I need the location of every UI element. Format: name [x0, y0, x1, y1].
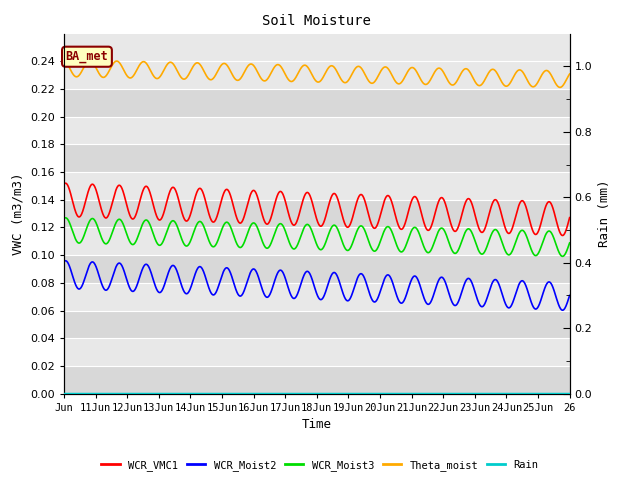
Bar	[64, 89, 570, 117]
Theta_moist	[60, 57, 68, 63]
Rain	[292, 391, 300, 396]
WCR_Moist2	[61, 258, 69, 264]
WCR_Moist2	[60, 259, 68, 264]
Rain	[458, 391, 466, 396]
Line: WCR_Moist2: WCR_Moist2	[64, 261, 570, 310]
WCR_Moist3	[551, 239, 559, 245]
Rain	[306, 391, 314, 396]
Line: WCR_Moist3: WCR_Moist3	[64, 218, 570, 256]
WCR_VMC1	[458, 210, 466, 216]
WCR_VMC1	[61, 180, 69, 186]
Rain	[551, 391, 559, 396]
Theta_moist	[292, 73, 300, 79]
Legend: WCR_VMC1, WCR_Moist2, WCR_Moist3, Theta_moist, Rain: WCR_VMC1, WCR_Moist2, WCR_Moist3, Theta_…	[97, 456, 543, 475]
Bar	[64, 61, 570, 89]
Y-axis label: Rain (mm): Rain (mm)	[598, 180, 611, 247]
Bar	[64, 283, 570, 311]
Bar	[64, 200, 570, 228]
Line: WCR_VMC1: WCR_VMC1	[64, 183, 570, 236]
WCR_VMC1	[551, 214, 559, 219]
WCR_Moist3	[61, 215, 69, 221]
Title: Soil Moisture: Soil Moisture	[262, 14, 371, 28]
WCR_VMC1	[559, 233, 566, 239]
Bar	[64, 172, 570, 200]
Theta_moist	[458, 69, 466, 74]
WCR_Moist3	[566, 240, 573, 246]
Text: BA_met: BA_met	[65, 50, 108, 63]
WCR_VMC1	[566, 215, 573, 220]
WCR_Moist2	[566, 292, 573, 298]
WCR_Moist3	[559, 253, 566, 259]
Theta_moist	[566, 71, 573, 77]
Bar	[64, 144, 570, 172]
Theta_moist	[306, 68, 314, 73]
Theta_moist	[551, 79, 559, 85]
WCR_Moist3	[293, 243, 301, 249]
WCR_Moist3	[86, 217, 94, 223]
Bar	[64, 311, 570, 338]
WCR_Moist2	[86, 261, 94, 267]
Rain	[60, 391, 68, 396]
Bar	[64, 366, 570, 394]
Theta_moist	[86, 58, 93, 63]
WCR_VMC1	[293, 219, 301, 225]
X-axis label: Time: Time	[302, 418, 332, 431]
Rain	[566, 391, 573, 396]
WCR_VMC1	[551, 213, 559, 218]
Theta_moist	[551, 79, 559, 84]
WCR_Moist3	[60, 216, 68, 221]
WCR_Moist2	[307, 271, 314, 277]
Bar	[64, 228, 570, 255]
WCR_VMC1	[86, 184, 94, 190]
WCR_Moist3	[551, 238, 559, 244]
WCR_Moist3	[307, 224, 314, 230]
WCR_Moist2	[559, 307, 566, 313]
WCR_Moist2	[551, 291, 559, 297]
WCR_Moist2	[551, 290, 559, 296]
Bar	[64, 338, 570, 366]
Theta_moist	[556, 84, 564, 90]
WCR_Moist2	[293, 293, 301, 299]
WCR_Moist3	[458, 237, 466, 242]
Bar	[64, 117, 570, 144]
Rain	[86, 391, 93, 396]
Rain	[551, 391, 559, 396]
WCR_VMC1	[307, 193, 314, 199]
WCR_Moist2	[458, 287, 466, 293]
Y-axis label: VWC (m3/m3): VWC (m3/m3)	[12, 172, 24, 255]
WCR_VMC1	[60, 181, 68, 187]
Bar	[64, 255, 570, 283]
Line: Theta_moist: Theta_moist	[64, 60, 570, 87]
